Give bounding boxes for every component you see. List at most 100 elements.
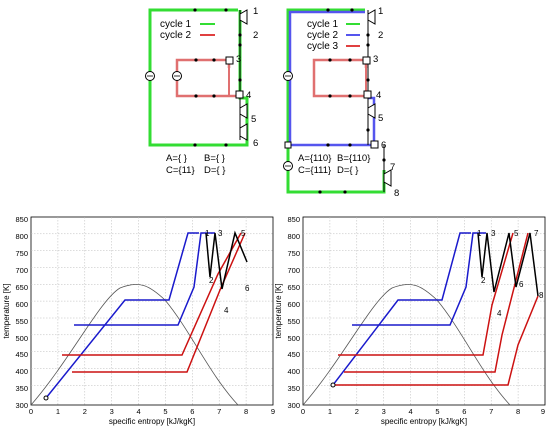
svg-text:7: 7: [217, 407, 221, 416]
junction-dots: [318, 8, 386, 194]
svg-text:450: 450: [15, 350, 28, 359]
state-point-labels: 1 2 3 4 5 6 7 8: [477, 229, 544, 318]
cycle-3-loop: [312, 58, 368, 98]
x-tick-labels: 0 1 2 3 4 5 6 7 8 9: [301, 407, 545, 416]
svg-text:0: 0: [29, 407, 33, 416]
svg-text:300: 300: [287, 401, 300, 410]
node-label: 5: [251, 114, 256, 125]
x-axis-label: specific entropy [kJ/kgK]: [109, 417, 195, 426]
svg-text:6: 6: [462, 407, 466, 416]
svg-text:700: 700: [287, 266, 300, 275]
svg-text:6: 6: [190, 407, 194, 416]
svg-text:4: 4: [409, 407, 413, 416]
svg-text:2: 2: [355, 407, 359, 416]
svg-text:600: 600: [287, 300, 300, 309]
turbine-icon: [367, 9, 376, 25]
state-point-marker: [43, 395, 49, 401]
legend: cycle 1 cycle 2: [160, 19, 215, 41]
set-d-label: D={ }: [337, 165, 358, 176]
svg-text:0: 0: [301, 407, 305, 416]
node-label: 4: [376, 90, 381, 101]
state-point-label: 6: [519, 280, 524, 289]
cycle-diagram-right: cycle 1 cycle 2 cycle 3 1 2 3 4 5 6 7 8 …: [283, 6, 399, 199]
state-point-label: 5: [514, 229, 519, 238]
turbine-icon: [239, 9, 248, 25]
state-point-labels: 1 2 3 4 5 6: [205, 229, 250, 315]
svg-text:500: 500: [15, 334, 28, 343]
svg-text:1: 1: [56, 407, 60, 416]
set-b-label: B={110}: [337, 153, 370, 164]
ts-chart-right: 1 2 3 4 5 6 7 8 0 1 2 3 4 5 6 7 8 9 300 …: [274, 215, 546, 426]
node-label: 3: [236, 54, 241, 65]
svg-text:9: 9: [271, 407, 275, 416]
cycle-2-loop: [288, 10, 376, 147]
legend: cycle 1 cycle 2 cycle 3: [307, 19, 360, 52]
svg-text:300: 300: [15, 401, 28, 410]
turbine-icon: [239, 103, 248, 119]
heat-exchanger-icon: [235, 90, 244, 99]
y-tick-labels: 300 350 400 450 500 550 600 650 700 750 …: [287, 215, 300, 410]
cycle-1-process: [45, 232, 199, 399]
set-a-label: A={ }: [166, 153, 187, 164]
heat-exchanger-icon: [362, 56, 371, 65]
heat-exchanger-icon: [370, 140, 379, 149]
cycle-1-process: [352, 232, 486, 326]
state-point-label: 4: [224, 306, 229, 315]
state-point-label: 6: [245, 284, 250, 293]
y-tick-labels: 300 350 400 450 500 550 600 650 700 750 …: [15, 215, 28, 410]
svg-text:750: 750: [287, 249, 300, 258]
cycle-1-process: [332, 232, 471, 386]
svg-text:350: 350: [15, 384, 28, 393]
grid: [31, 217, 273, 405]
set-a-label: A={110}: [298, 153, 331, 164]
svg-text:600: 600: [15, 300, 28, 309]
node-label: 6: [253, 138, 258, 149]
state-point-label: 4: [497, 309, 502, 318]
svg-text:650: 650: [15, 283, 28, 292]
node-label: 6: [381, 140, 386, 151]
legend-label: cycle 2: [160, 30, 192, 41]
svg-text:400: 400: [15, 367, 28, 376]
node-labels: 1 2 3 4 5 6: [236, 6, 258, 149]
node-label: 2: [253, 30, 258, 41]
svg-text:350: 350: [287, 384, 300, 393]
set-c-label: C={111}: [298, 165, 331, 176]
heat-exchanger-icon: [225, 56, 234, 65]
state-point-label: 3: [218, 229, 223, 238]
legend-label: cycle 1: [307, 19, 339, 30]
cycle-diagram-left: cycle 1 cycle 2 1 2 3 4 5 6 A={ } B={ } …: [145, 6, 258, 176]
svg-text:750: 750: [15, 249, 28, 258]
legend-label: cycle 3: [307, 41, 339, 52]
node-label: 1: [253, 6, 258, 17]
svg-text:850: 850: [287, 215, 300, 224]
ts-chart-left: 1 2 3 4 5 6 0 1 2 3 4 5 6 7 8 9 300 350 …: [2, 215, 275, 426]
svg-text:800: 800: [287, 232, 300, 241]
svg-text:1: 1: [328, 407, 332, 416]
svg-text:3: 3: [382, 407, 386, 416]
cycle-2-process: [72, 232, 246, 373]
svg-text:500: 500: [287, 334, 300, 343]
svg-text:550: 550: [287, 317, 300, 326]
state-point-label: 1: [205, 229, 210, 238]
node-label: 8: [394, 188, 399, 199]
node-label: 7: [390, 162, 395, 173]
expansion-line: [205, 230, 248, 290]
svg-text:450: 450: [287, 350, 300, 359]
set-b-label: B={ }: [204, 153, 225, 164]
state-point-label: 8: [539, 291, 544, 300]
svg-text:8: 8: [244, 407, 248, 416]
turbine-icon: [239, 123, 248, 141]
svg-text:5: 5: [163, 407, 167, 416]
cycle-1-process: [74, 232, 215, 326]
x-tick-labels: 0 1 2 3 4 5 6 7 8 9: [29, 407, 275, 416]
legend-label: cycle 2: [307, 30, 339, 41]
cycle-2-loop: [175, 58, 236, 98]
state-point-label: 2: [209, 276, 214, 285]
svg-text:650: 650: [287, 283, 300, 292]
svg-text:7: 7: [489, 407, 493, 416]
state-point-label: 5: [241, 229, 246, 238]
state-point-label: 2: [481, 276, 486, 285]
set-labels: A={110} B={110} C={111} D={ }: [298, 153, 370, 176]
node-labels: 1 2 3 4 5 6 7 8: [373, 6, 399, 199]
